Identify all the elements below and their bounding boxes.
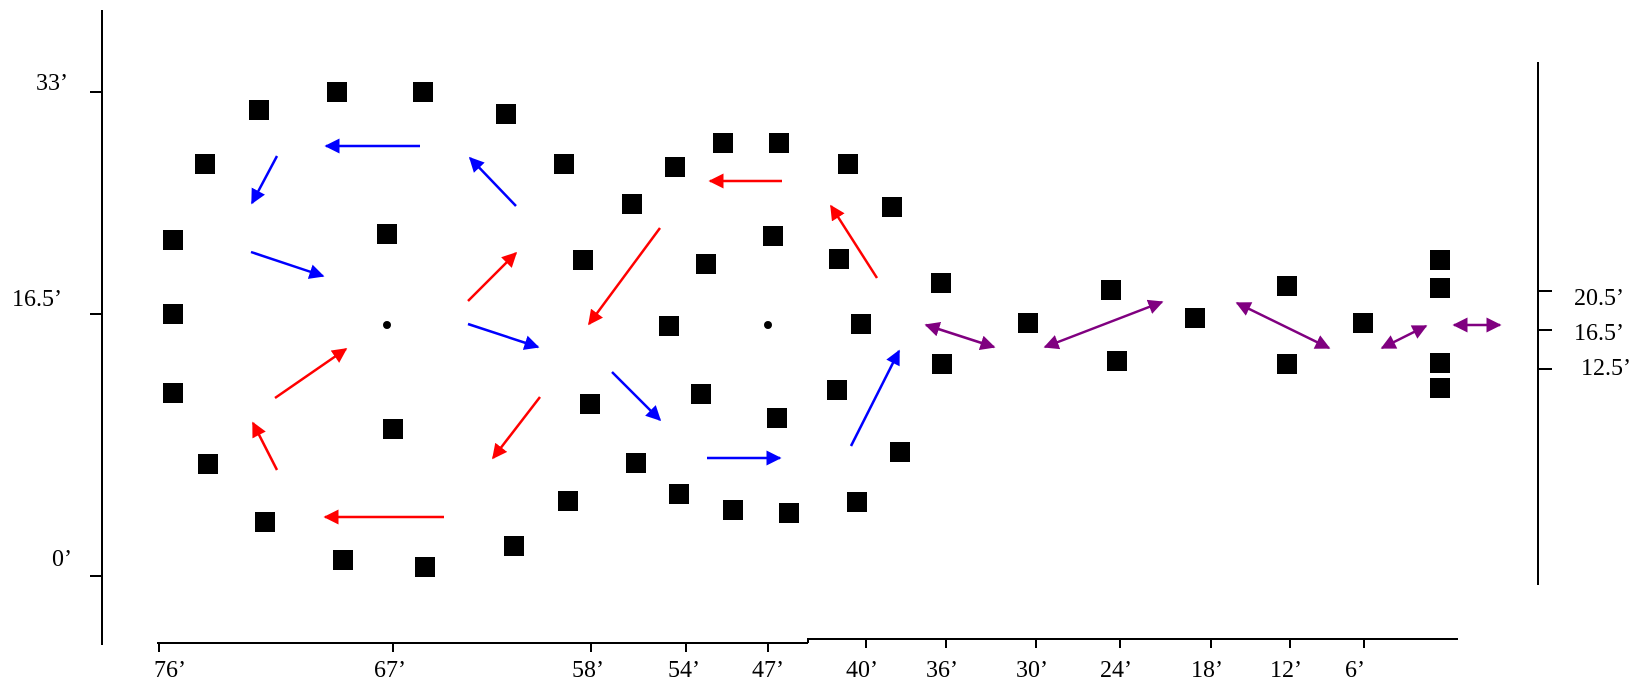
cone-marker	[496, 104, 516, 124]
red-arrow	[492, 396, 541, 460]
cone-marker	[1430, 250, 1450, 270]
right-axis-label-20-5: 20.5’	[1574, 285, 1624, 311]
cone-marker	[1430, 353, 1450, 373]
bottom-axis-label-6: 6’	[1345, 657, 1365, 682]
cone-marker	[829, 249, 849, 269]
cone-marker	[1107, 351, 1127, 371]
purple-double-arrow	[1235, 301, 1331, 350]
cone-marker	[626, 453, 646, 473]
bottom-axis-label-54: 54’	[668, 657, 700, 682]
cone-marker	[327, 82, 347, 102]
right-axis: 20.5’ 16.5’ 12.5’	[1537, 62, 1631, 585]
cone-marker	[696, 254, 716, 274]
cone-marker	[713, 133, 733, 153]
cones	[163, 82, 1450, 577]
bottom-axis-label-47: 47’	[752, 657, 784, 682]
bottom-axis-label-24: 24’	[1100, 657, 1132, 682]
left-axis: 33’ 16.5’ 0’	[12, 10, 103, 645]
cone-marker	[377, 224, 397, 244]
blue-arrow	[849, 349, 901, 447]
cone-marker	[195, 154, 215, 174]
blue-arrow	[467, 322, 540, 350]
bottom-axis-label-18: 18’	[1191, 657, 1223, 682]
cone-marker	[932, 354, 952, 374]
cone-marker	[827, 380, 847, 400]
cone-marker	[163, 304, 183, 324]
red-arrow	[467, 251, 518, 302]
cone-marker	[1353, 313, 1373, 333]
cone-marker	[669, 484, 689, 504]
cone-marker	[691, 384, 711, 404]
cone-marker	[198, 454, 218, 474]
blue-arrows	[250, 138, 901, 466]
bottom-axis-label-12: 12’	[1270, 657, 1302, 682]
cone-marker	[413, 82, 433, 102]
right-axis-label-16-5: 16.5’	[1574, 320, 1624, 346]
cone-marker	[665, 157, 685, 177]
cone-marker	[333, 550, 353, 570]
bottom-axis-label-76: 76’	[154, 657, 186, 682]
left-circle-center-dot	[383, 321, 391, 329]
bottom-axis-label-67: 67’	[374, 657, 406, 682]
cone-marker	[847, 492, 867, 512]
cone-marker	[659, 316, 679, 336]
cone-marker	[779, 503, 799, 523]
cone-marker	[723, 500, 743, 520]
cone-marker	[1185, 308, 1205, 328]
blue-arrow	[250, 155, 279, 205]
bottom-axis-label-36: 36’	[926, 657, 958, 682]
cone-marker	[573, 250, 593, 270]
blue-arrow	[468, 156, 517, 207]
cone-marker	[1430, 378, 1450, 398]
bottom-axis-label-40: 40’	[846, 657, 878, 682]
cone-marker	[163, 383, 183, 403]
cone-marker	[890, 442, 910, 462]
cone-marker	[1018, 313, 1038, 333]
cone-marker	[415, 557, 435, 577]
left-axis-label-0: 0’	[52, 546, 72, 572]
cone-marker	[504, 536, 524, 556]
cone-marker	[1277, 276, 1297, 296]
cone-marker	[763, 226, 783, 246]
cone-marker	[580, 394, 600, 414]
cone-marker	[1101, 280, 1121, 300]
cone-marker	[255, 512, 275, 532]
left-axis-label-33: 33’	[36, 70, 68, 96]
blue-arrow	[250, 250, 325, 279]
cone-marker	[249, 100, 269, 120]
cone-marker	[558, 491, 578, 511]
bottom-axis-label-30: 30’	[1016, 657, 1048, 682]
purple-double-arrow	[1380, 324, 1428, 350]
bottom-axis: 76’ 67’ 58’ 54’ 47’ 40’ 36’ 30’ 24’ 18’ …	[154, 638, 1458, 682]
cone-marker	[851, 314, 871, 334]
bottom-axis-label-58: 58’	[572, 657, 604, 682]
middle-circle-center-dot	[764, 321, 772, 329]
red-arrow	[829, 204, 879, 279]
red-arrow	[587, 227, 662, 326]
blue-arrow	[611, 371, 662, 422]
red-arrow	[274, 347, 348, 400]
purple-arrows	[924, 299, 1502, 350]
cone-marker	[383, 419, 403, 439]
cone-marker	[767, 408, 787, 428]
cone-marker	[931, 273, 951, 293]
right-axis-label-12-5: 12.5’	[1581, 355, 1631, 381]
cone-marker	[769, 133, 789, 153]
cone-marker	[882, 197, 902, 217]
cone-marker	[1430, 278, 1450, 298]
red-arrow	[251, 421, 279, 471]
cone-marker	[622, 194, 642, 214]
left-axis-label-16-5: 16.5’	[12, 286, 62, 312]
cone-marker	[554, 154, 574, 174]
cone-marker	[838, 154, 858, 174]
purple-double-arrow	[1043, 299, 1164, 350]
cone-marker	[163, 230, 183, 250]
purple-double-arrow	[924, 322, 996, 350]
red-arrows	[251, 173, 879, 525]
cone-marker	[1277, 354, 1297, 374]
